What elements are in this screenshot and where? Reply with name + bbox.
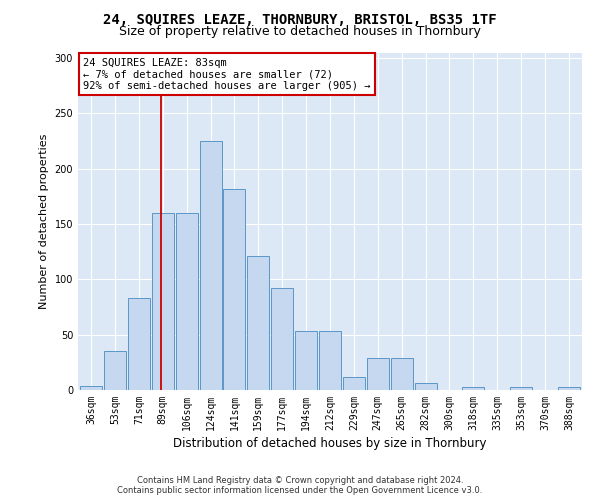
X-axis label: Distribution of detached houses by size in Thornbury: Distribution of detached houses by size … [173,437,487,450]
Bar [247,256,269,390]
Bar [104,352,126,390]
Bar [152,213,174,390]
Bar [200,141,221,390]
Bar [223,188,245,390]
Bar [391,358,413,390]
Bar [295,332,317,390]
Bar [128,298,150,390]
Text: Contains HM Land Registry data © Crown copyright and database right 2024.
Contai: Contains HM Land Registry data © Crown c… [118,476,482,495]
Bar [343,376,365,390]
Bar [558,386,580,390]
Text: 24, SQUIRES LEAZE, THORNBURY, BRISTOL, BS35 1TF: 24, SQUIRES LEAZE, THORNBURY, BRISTOL, B… [103,12,497,26]
Text: 24 SQUIRES LEAZE: 83sqm
← 7% of detached houses are smaller (72)
92% of semi-det: 24 SQUIRES LEAZE: 83sqm ← 7% of detached… [83,58,371,91]
Bar [271,288,293,390]
Bar [176,213,197,390]
Bar [367,358,389,390]
Bar [415,384,437,390]
Bar [463,386,484,390]
Bar [319,332,341,390]
Text: Size of property relative to detached houses in Thornbury: Size of property relative to detached ho… [119,25,481,38]
Bar [80,386,102,390]
Y-axis label: Number of detached properties: Number of detached properties [39,134,49,309]
Bar [510,386,532,390]
